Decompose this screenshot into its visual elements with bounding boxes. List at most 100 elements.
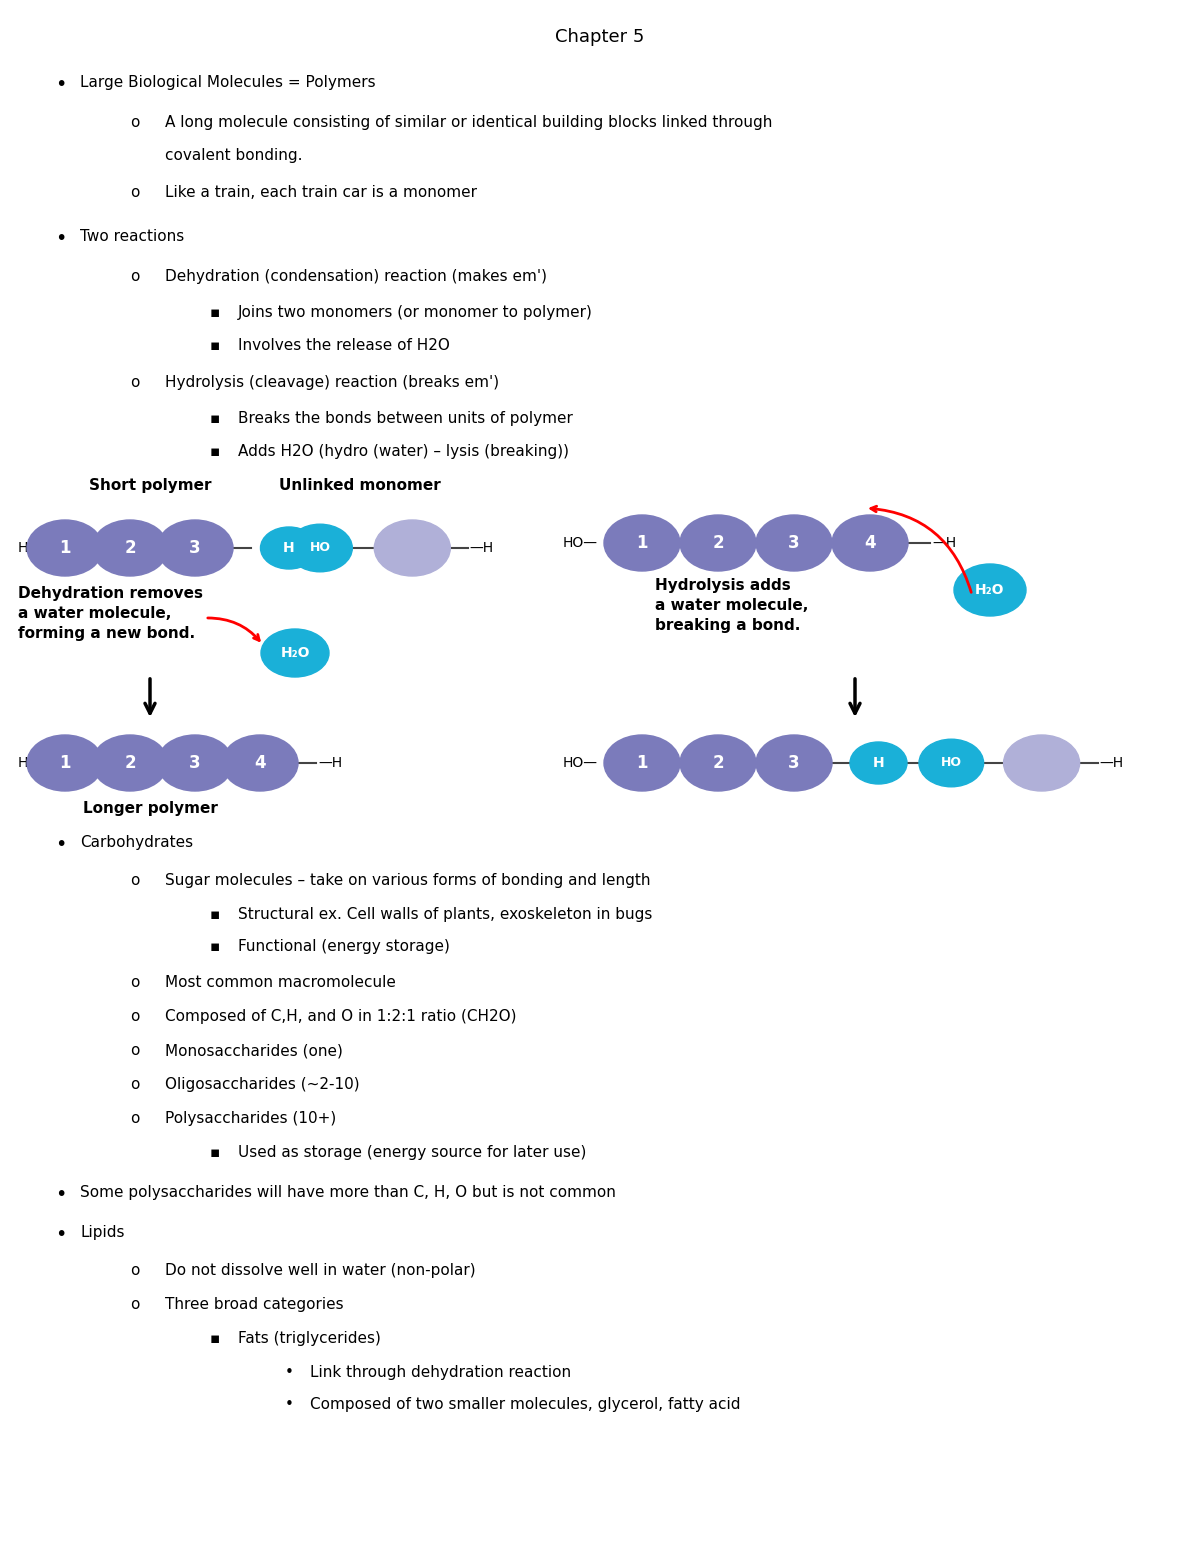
Text: H₂O: H₂O — [281, 646, 310, 660]
Text: 3: 3 — [190, 539, 200, 558]
Text: Sugar molecules – take on various forms of bonding and length: Sugar molecules – take on various forms … — [166, 873, 650, 888]
Text: o: o — [130, 185, 139, 200]
Text: Polysaccharides (10+): Polysaccharides (10+) — [166, 1110, 336, 1126]
Text: o: o — [130, 115, 139, 130]
Text: 1: 1 — [59, 755, 71, 772]
Text: o: o — [130, 1044, 139, 1058]
Text: Functional (energy storage): Functional (energy storage) — [238, 940, 450, 954]
Text: Short polymer: Short polymer — [89, 478, 211, 492]
Text: 2: 2 — [712, 755, 724, 772]
Ellipse shape — [157, 735, 233, 790]
Text: Hydrolysis (cleavage) reaction (breaks em'): Hydrolysis (cleavage) reaction (breaks e… — [166, 374, 499, 390]
Text: o: o — [130, 1263, 139, 1278]
Text: Unlinked monomer: Unlinked monomer — [280, 478, 440, 492]
Text: HO—: HO— — [563, 756, 598, 770]
Text: A long molecule consisting of similar or identical building blocks linked throug: A long molecule consisting of similar or… — [166, 115, 773, 130]
Text: HO—: HO— — [18, 756, 53, 770]
Text: Carbohydrates: Carbohydrates — [80, 836, 193, 849]
Text: Large Biological Molecules = Polymers: Large Biological Molecules = Polymers — [80, 75, 376, 90]
Text: Chapter 5: Chapter 5 — [556, 28, 644, 47]
Text: o: o — [130, 1076, 139, 1092]
Text: ▪: ▪ — [210, 304, 221, 320]
Text: Adds H2O (hydro (water) – lysis (breaking)): Adds H2O (hydro (water) – lysis (breakin… — [238, 444, 569, 460]
Text: 4: 4 — [864, 534, 876, 551]
Text: Involves the release of H2O: Involves the release of H2O — [238, 339, 450, 353]
Text: 3: 3 — [788, 534, 800, 551]
Text: o: o — [130, 975, 139, 989]
Text: 2: 2 — [124, 755, 136, 772]
Text: 1: 1 — [636, 534, 648, 551]
Ellipse shape — [374, 520, 450, 576]
Text: •: • — [286, 1365, 294, 1381]
Text: o: o — [130, 1110, 139, 1126]
Ellipse shape — [222, 735, 298, 790]
Text: 2: 2 — [712, 534, 724, 551]
Text: Dehydration removes
a water molecule,
forming a new bond.: Dehydration removes a water molecule, fo… — [18, 585, 203, 640]
Text: H₂O: H₂O — [976, 582, 1004, 596]
Text: ▪: ▪ — [210, 339, 221, 353]
Text: ▪: ▪ — [210, 412, 221, 426]
Text: —H: —H — [469, 540, 493, 554]
Text: •: • — [55, 228, 66, 248]
Ellipse shape — [756, 735, 832, 790]
Ellipse shape — [260, 526, 318, 568]
Text: covalent bonding.: covalent bonding. — [166, 148, 302, 163]
Text: •: • — [286, 1398, 294, 1412]
Text: HO—: HO— — [563, 536, 598, 550]
Text: ▪: ▪ — [210, 1145, 221, 1160]
Text: Two reactions: Two reactions — [80, 228, 185, 244]
Text: Composed of two smaller molecules, glycerol, fatty acid: Composed of two smaller molecules, glyce… — [310, 1398, 740, 1412]
Ellipse shape — [92, 735, 168, 790]
Ellipse shape — [262, 629, 329, 677]
Text: 1: 1 — [636, 755, 648, 772]
Text: Do not dissolve well in water (non-polar): Do not dissolve well in water (non-polar… — [166, 1263, 475, 1278]
Ellipse shape — [832, 516, 908, 572]
Ellipse shape — [850, 742, 907, 784]
Ellipse shape — [1003, 735, 1080, 790]
Ellipse shape — [954, 564, 1026, 617]
Text: Joins two monomers (or monomer to polymer): Joins two monomers (or monomer to polyme… — [238, 304, 593, 320]
Text: HO: HO — [941, 756, 962, 769]
Text: Longer polymer: Longer polymer — [83, 801, 217, 815]
Text: —H: —H — [932, 536, 956, 550]
Text: Link through dehydration reaction: Link through dehydration reaction — [310, 1365, 571, 1381]
Text: H: H — [283, 540, 295, 554]
Text: —H: —H — [318, 756, 342, 770]
Text: 1: 1 — [59, 539, 71, 558]
Text: •: • — [55, 1185, 66, 1204]
Text: Dehydration (condensation) reaction (makes em'): Dehydration (condensation) reaction (mak… — [166, 269, 547, 284]
Text: ▪: ▪ — [210, 1331, 221, 1346]
Text: Composed of C,H, and O in 1:2:1 ratio (CH2O): Composed of C,H, and O in 1:2:1 ratio (C… — [166, 1009, 516, 1023]
Text: 3: 3 — [190, 755, 200, 772]
Text: •: • — [55, 836, 66, 854]
Ellipse shape — [28, 735, 103, 790]
Ellipse shape — [604, 735, 680, 790]
Text: Structural ex. Cell walls of plants, exoskeleton in bugs: Structural ex. Cell walls of plants, exo… — [238, 907, 653, 922]
Ellipse shape — [756, 516, 832, 572]
Ellipse shape — [288, 525, 353, 572]
Text: ▪: ▪ — [210, 444, 221, 460]
Text: Fats (triglycerides): Fats (triglycerides) — [238, 1331, 380, 1346]
Text: Some polysaccharides will have more than C, H, O but is not common: Some polysaccharides will have more than… — [80, 1185, 616, 1200]
Ellipse shape — [92, 520, 168, 576]
Text: Breaks the bonds between units of polymer: Breaks the bonds between units of polyme… — [238, 412, 572, 426]
Text: H: H — [872, 756, 884, 770]
Text: Monosaccharides (one): Monosaccharides (one) — [166, 1044, 343, 1058]
Ellipse shape — [680, 735, 756, 790]
Text: ▪: ▪ — [210, 940, 221, 954]
Ellipse shape — [680, 516, 756, 572]
Text: HO—: HO— — [18, 540, 53, 554]
Text: o: o — [130, 269, 139, 284]
Text: o: o — [130, 1297, 139, 1312]
Text: HO: HO — [310, 542, 330, 554]
Text: o: o — [130, 374, 139, 390]
Ellipse shape — [919, 739, 984, 787]
Text: o: o — [130, 873, 139, 888]
Text: 2: 2 — [124, 539, 136, 558]
Text: •: • — [55, 75, 66, 95]
Text: ▪: ▪ — [210, 907, 221, 922]
Text: Hydrolysis adds
a water molecule,
breaking a bond.: Hydrolysis adds a water molecule, breaki… — [655, 578, 809, 632]
Text: o: o — [130, 1009, 139, 1023]
Text: Oligosaccharides (~2-10): Oligosaccharides (~2-10) — [166, 1076, 360, 1092]
Text: Like a train, each train car is a monomer: Like a train, each train car is a monome… — [166, 185, 478, 200]
